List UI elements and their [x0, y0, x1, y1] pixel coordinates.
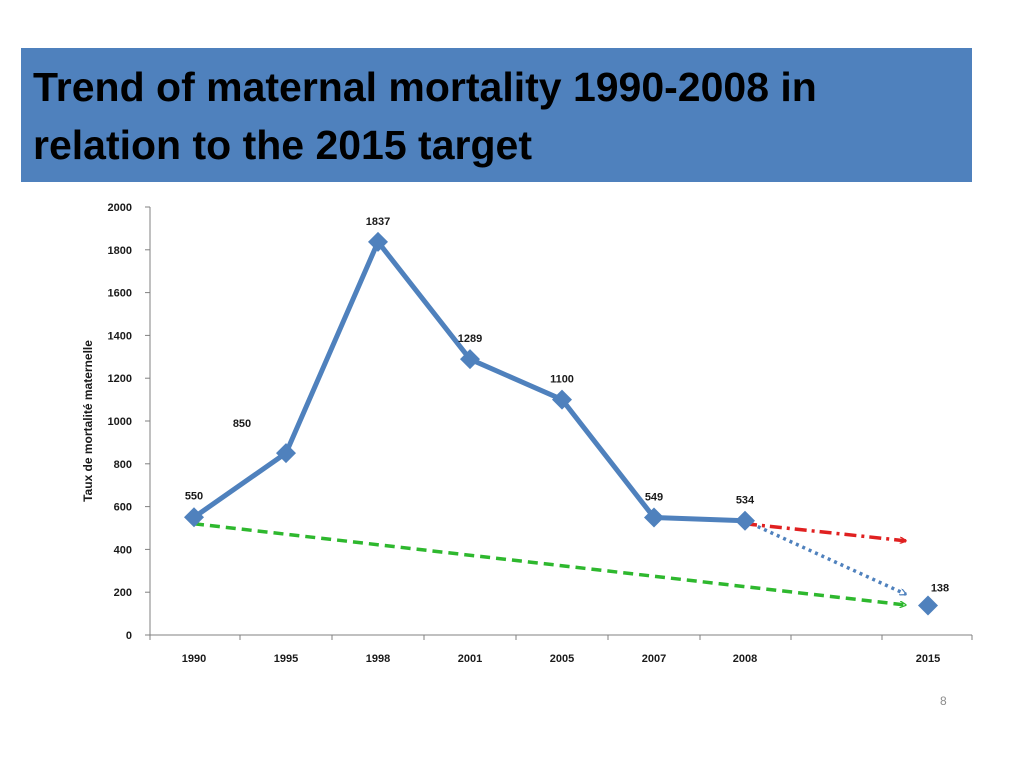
series-line	[192, 239, 746, 524]
data-point-marker	[184, 507, 204, 528]
data-label: 534	[736, 495, 755, 507]
y-tick-label: 1200	[108, 373, 132, 385]
data-point-marker	[460, 349, 480, 370]
y-tick-label: 1800	[108, 245, 132, 257]
data-label: 850	[233, 418, 251, 430]
y-tick-label: 800	[114, 459, 132, 471]
data-point-marker	[276, 443, 296, 464]
x-tick-label: 1995	[274, 653, 298, 665]
data-label: 1289	[458, 333, 482, 345]
data-label: 1100	[550, 374, 574, 386]
y-tick-label: 1000	[108, 416, 132, 428]
y-tick-label: 1600	[108, 288, 132, 300]
data-label: 138	[931, 582, 949, 594]
y-tick-label: 0	[126, 630, 132, 642]
x-tick-label: 1998	[366, 653, 390, 665]
slide-number: 8	[940, 694, 947, 708]
y-tick-label: 600	[114, 502, 132, 514]
x-tick-label: 2005	[550, 653, 574, 665]
trend-arrow-dash-dot	[744, 521, 906, 541]
slide-title-line-1: Trend of maternal mortality 1990-2008 in	[33, 64, 817, 110]
data-point-marker	[644, 507, 664, 528]
y-tick-label: 400	[114, 544, 132, 556]
trend-arrow-dashed	[193, 521, 906, 605]
x-tick-label: 1990	[182, 653, 206, 665]
y-axis-title: Taux de mortalité maternelle	[81, 340, 95, 502]
y-tick-label: 2000	[108, 202, 132, 214]
slide-title-line-2: relation to the 2015 target	[33, 122, 532, 168]
data-point-marker	[368, 231, 388, 252]
data-label: 550	[185, 490, 203, 502]
data-label: 549	[645, 492, 663, 504]
data-label: 1837	[366, 216, 390, 228]
x-tick-label: 2008	[733, 653, 757, 665]
title-banner: Trend of maternal mortality 1990-2008 in…	[21, 48, 972, 182]
x-tick-label: 2015	[916, 653, 940, 665]
data-point-marker	[735, 510, 755, 531]
x-tick-label: 2007	[642, 653, 666, 665]
x-tick-label: 2001	[458, 653, 482, 665]
data-point-marker	[918, 595, 938, 616]
trend-arrow-dotted	[744, 519, 906, 596]
y-tick-label: 200	[114, 587, 132, 599]
data-point-marker	[552, 389, 572, 410]
y-tick-label: 1400	[108, 330, 132, 342]
